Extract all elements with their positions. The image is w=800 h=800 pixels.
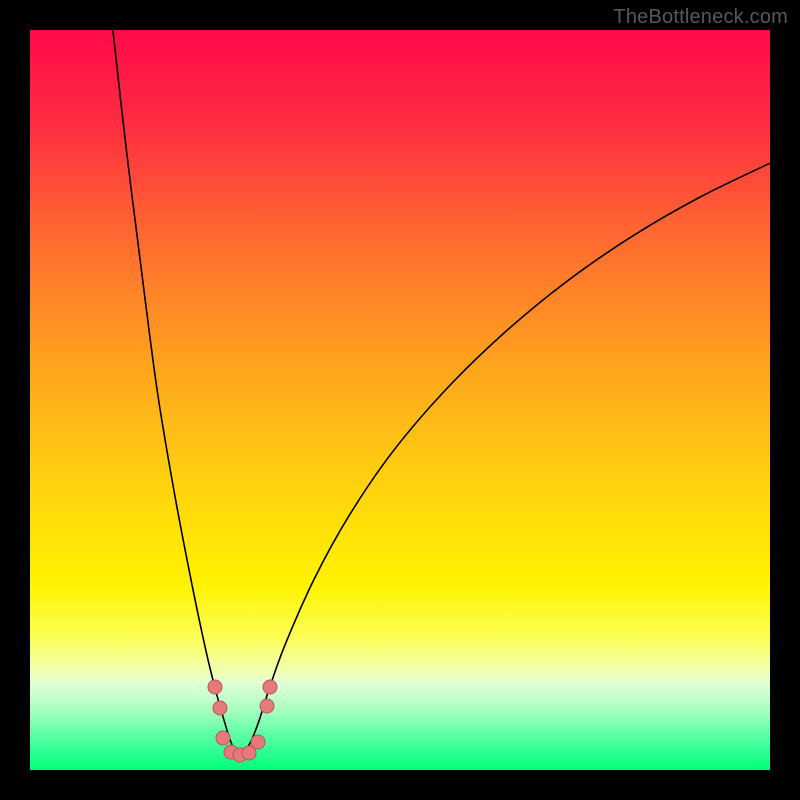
marker-dot	[262, 680, 277, 695]
marker-dot	[259, 699, 274, 714]
curve-left-branch	[113, 30, 240, 759]
marker-dot	[250, 734, 265, 749]
marker-dot	[208, 680, 223, 695]
plot-area	[30, 30, 770, 770]
bottleneck-curve	[30, 30, 770, 770]
marker-dot	[213, 700, 228, 715]
watermark-text: TheBottleneck.com	[613, 6, 788, 29]
curve-right-branch	[240, 163, 770, 759]
